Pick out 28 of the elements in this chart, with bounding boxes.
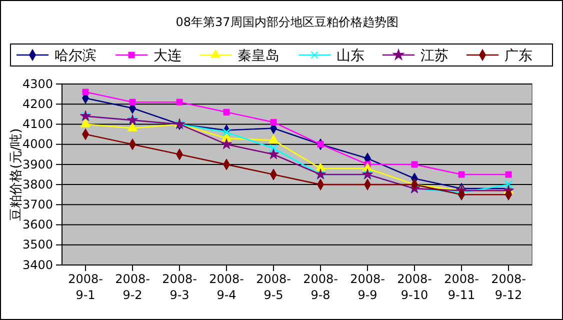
legend-label: 秦皇岛: [238, 48, 280, 64]
x-tick-label: 2008-9-5: [256, 272, 291, 302]
x-tick-label: 2008-9-10: [397, 272, 432, 302]
x-tick-label: 2008-9-9: [350, 272, 385, 302]
y-tick-label: 3700: [22, 198, 53, 212]
y-tick-label: 4200: [22, 96, 53, 111]
x-tick-label: 2008-9-8: [303, 272, 338, 302]
legend-label: 大连: [154, 48, 182, 64]
legend-label: 哈尔滨: [54, 48, 96, 64]
y-tick-label: 3500: [22, 238, 53, 252]
legend-label: 广东: [504, 48, 532, 64]
x-tick-label: 2008-9-12: [491, 272, 526, 302]
y-tick-label: 4000: [22, 137, 53, 152]
y-tick-label: 3600: [22, 218, 53, 232]
y-tick-label: 3400: [22, 258, 53, 272]
legend-label: 山东: [336, 48, 364, 64]
y-axis-title: 豆粕价格(元/吨): [9, 128, 24, 221]
x-tick-label: 2008-9-11: [444, 272, 479, 302]
y-tick-label: 3900: [22, 157, 53, 172]
y-tick-label: 3800: [22, 177, 53, 192]
chart-title: 08年第37周国内部分地区豆粕价格趋势图: [176, 15, 398, 29]
x-tick-label: 2008-9-1: [68, 272, 103, 302]
x-tick-label: 2008-9-4: [209, 272, 244, 302]
x-tick-label: 2008-9-2: [115, 272, 150, 302]
x-tick-label: 2008-9-3: [162, 272, 197, 302]
y-tick-label: 4300: [22, 76, 53, 91]
y-tick-label: 4100: [22, 117, 53, 132]
legend-label: 江苏: [420, 48, 448, 64]
